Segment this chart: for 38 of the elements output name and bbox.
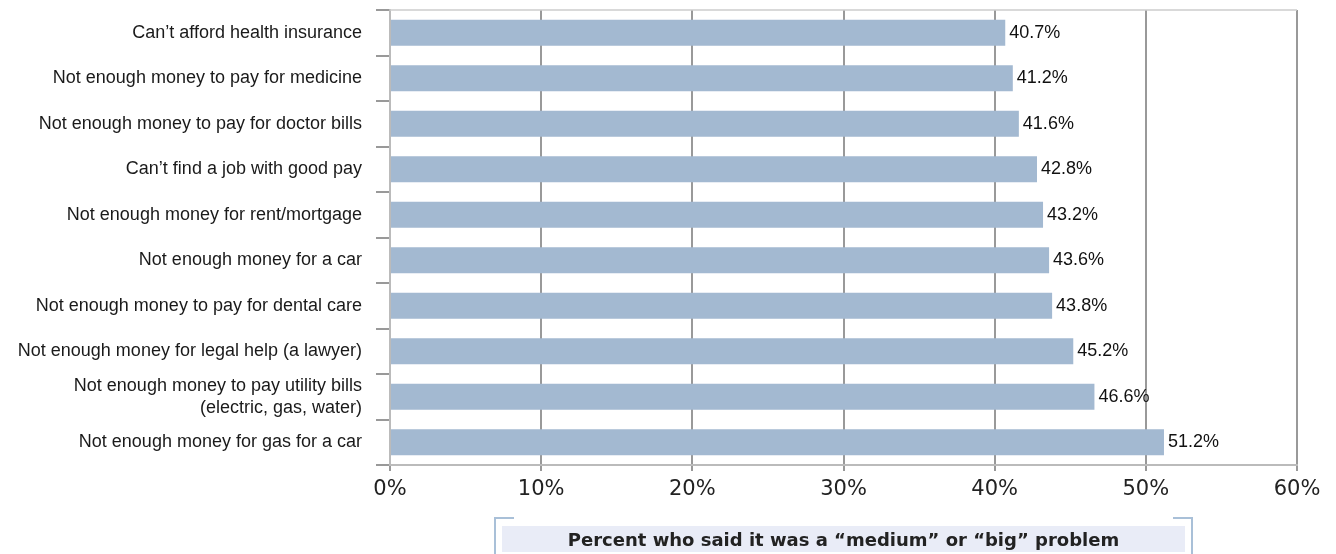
y-tick-label: Not enough money to pay for medicine <box>52 67 362 88</box>
x-tick-label: 10% <box>517 476 565 501</box>
x-tick-label: 30% <box>820 476 867 501</box>
bar <box>391 19 1006 46</box>
y-tick-label: Can’t afford health insurance <box>132 21 362 42</box>
data-label: 43.8% <box>1056 294 1108 315</box>
y-tick-label: Not enough money to pay for doctor bills <box>38 112 362 133</box>
bar <box>391 383 1095 410</box>
data-label: 43.6% <box>1053 249 1105 270</box>
data-label: 42.8% <box>1040 158 1093 179</box>
data-label: 51.2% <box>1167 431 1220 452</box>
x-tick-label: 40% <box>971 476 1019 501</box>
y-tick-label: Not enough money for gas for a car <box>78 431 362 452</box>
x-tick-label: 0% <box>373 476 407 501</box>
bar <box>391 156 1037 183</box>
x-tick-label: 60% <box>1273 476 1321 501</box>
y-tick-label: Can’t find a job with good pay <box>125 158 362 179</box>
x-tick-label: 20% <box>668 476 716 501</box>
data-label: 46.6% <box>1098 385 1150 406</box>
y-tick-label: Not enough money for a car <box>138 249 362 270</box>
data-label: 40.7% <box>1009 21 1061 42</box>
data-label: 45.2% <box>1077 340 1129 361</box>
y-tick-label: Not enough money for legal help (a lawyer) <box>17 340 362 361</box>
bar <box>391 201 1044 228</box>
data-label: 41.6% <box>1022 112 1074 133</box>
x-axis-title: Percent who said it was a “medium” or “big” problem <box>567 528 1120 550</box>
y-tick-label: Not enough money to pay utility bills (electric, gas, water) <box>73 374 362 417</box>
bar <box>391 338 1074 365</box>
x-tick-label: 50% <box>1122 476 1170 501</box>
bar <box>391 110 1019 137</box>
bar <box>391 247 1050 274</box>
y-tick-label: Not enough money to pay for dental care <box>35 294 362 315</box>
y-tick-label: Not enough money for rent/mortgage <box>66 203 362 224</box>
bar <box>391 65 1013 92</box>
bar <box>391 292 1053 319</box>
data-label: 41.2% <box>1016 67 1068 88</box>
bar <box>391 429 1164 456</box>
data-label: 43.2% <box>1047 203 1099 224</box>
